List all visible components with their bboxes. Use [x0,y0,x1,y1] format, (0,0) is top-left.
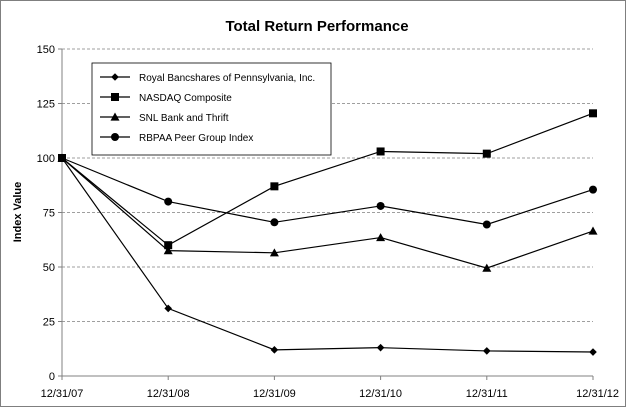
data-point [164,197,173,206]
data-point [164,304,172,313]
legend: Royal Bancshares of Pennsylvania, Inc. NA… [91,62,332,156]
data-point [376,201,385,210]
x-tick-label: 12/31/12 [576,388,619,400]
legend-marker [110,112,120,121]
legend-marker [111,133,119,141]
data-point [483,347,491,355]
legend-label: Royal Bancshares of Pennsylvania, Inc. [139,73,315,84]
x-tick-label: 12/31/07 [41,388,84,400]
data-point [164,241,173,250]
legend-label: NASDAQ Composite [139,93,232,104]
data-point [376,233,386,242]
x-tick-label: 12/31/09 [253,388,296,400]
legend-box [91,62,332,156]
series-line [61,112,594,246]
data-point [482,149,491,158]
series-line [61,157,594,226]
data-point [589,348,597,356]
series-group [57,109,598,356]
legend-marker [111,73,119,81]
data-point [589,109,597,118]
y-tick-label: 150 [37,44,55,56]
y-tick-label: 0 [49,371,55,383]
axes: 0 25 50 75 100 125 150 12/31/07 12/31/08 12/31/09… [37,44,619,400]
y-axis-label: Index Value [12,182,24,243]
x-tick-label: 12/31/11 [466,388,508,400]
data-point [376,147,385,156]
data-point [482,220,491,229]
y-tick-label: 125 [37,99,55,111]
x-tick-label: 12/31/10 [359,388,402,400]
legend-marker [111,93,119,101]
data-point [163,246,173,255]
data-point [58,154,66,162]
data-point [270,182,279,191]
gridlines [62,48,593,322]
series-line [61,157,594,353]
data-point [588,226,598,235]
y-tick-label: 25 [43,317,55,329]
y-tick-label: 50 [43,262,55,274]
x-tick-label: 12/31/08 [147,388,190,400]
data-point [270,346,279,354]
legend-label: SNL Bank and Thrift [139,113,229,124]
data-point [269,248,279,257]
chart-title: Total Return Performance [225,18,408,35]
data-point [376,343,385,352]
legend-label: RBPAA Peer Group Index [139,133,253,144]
y-tick-label: 75 [43,208,55,220]
data-point [270,218,279,227]
data-point [589,185,597,194]
y-tick-label: 100 [37,153,55,165]
data-point [482,263,492,272]
series-line [61,157,594,269]
